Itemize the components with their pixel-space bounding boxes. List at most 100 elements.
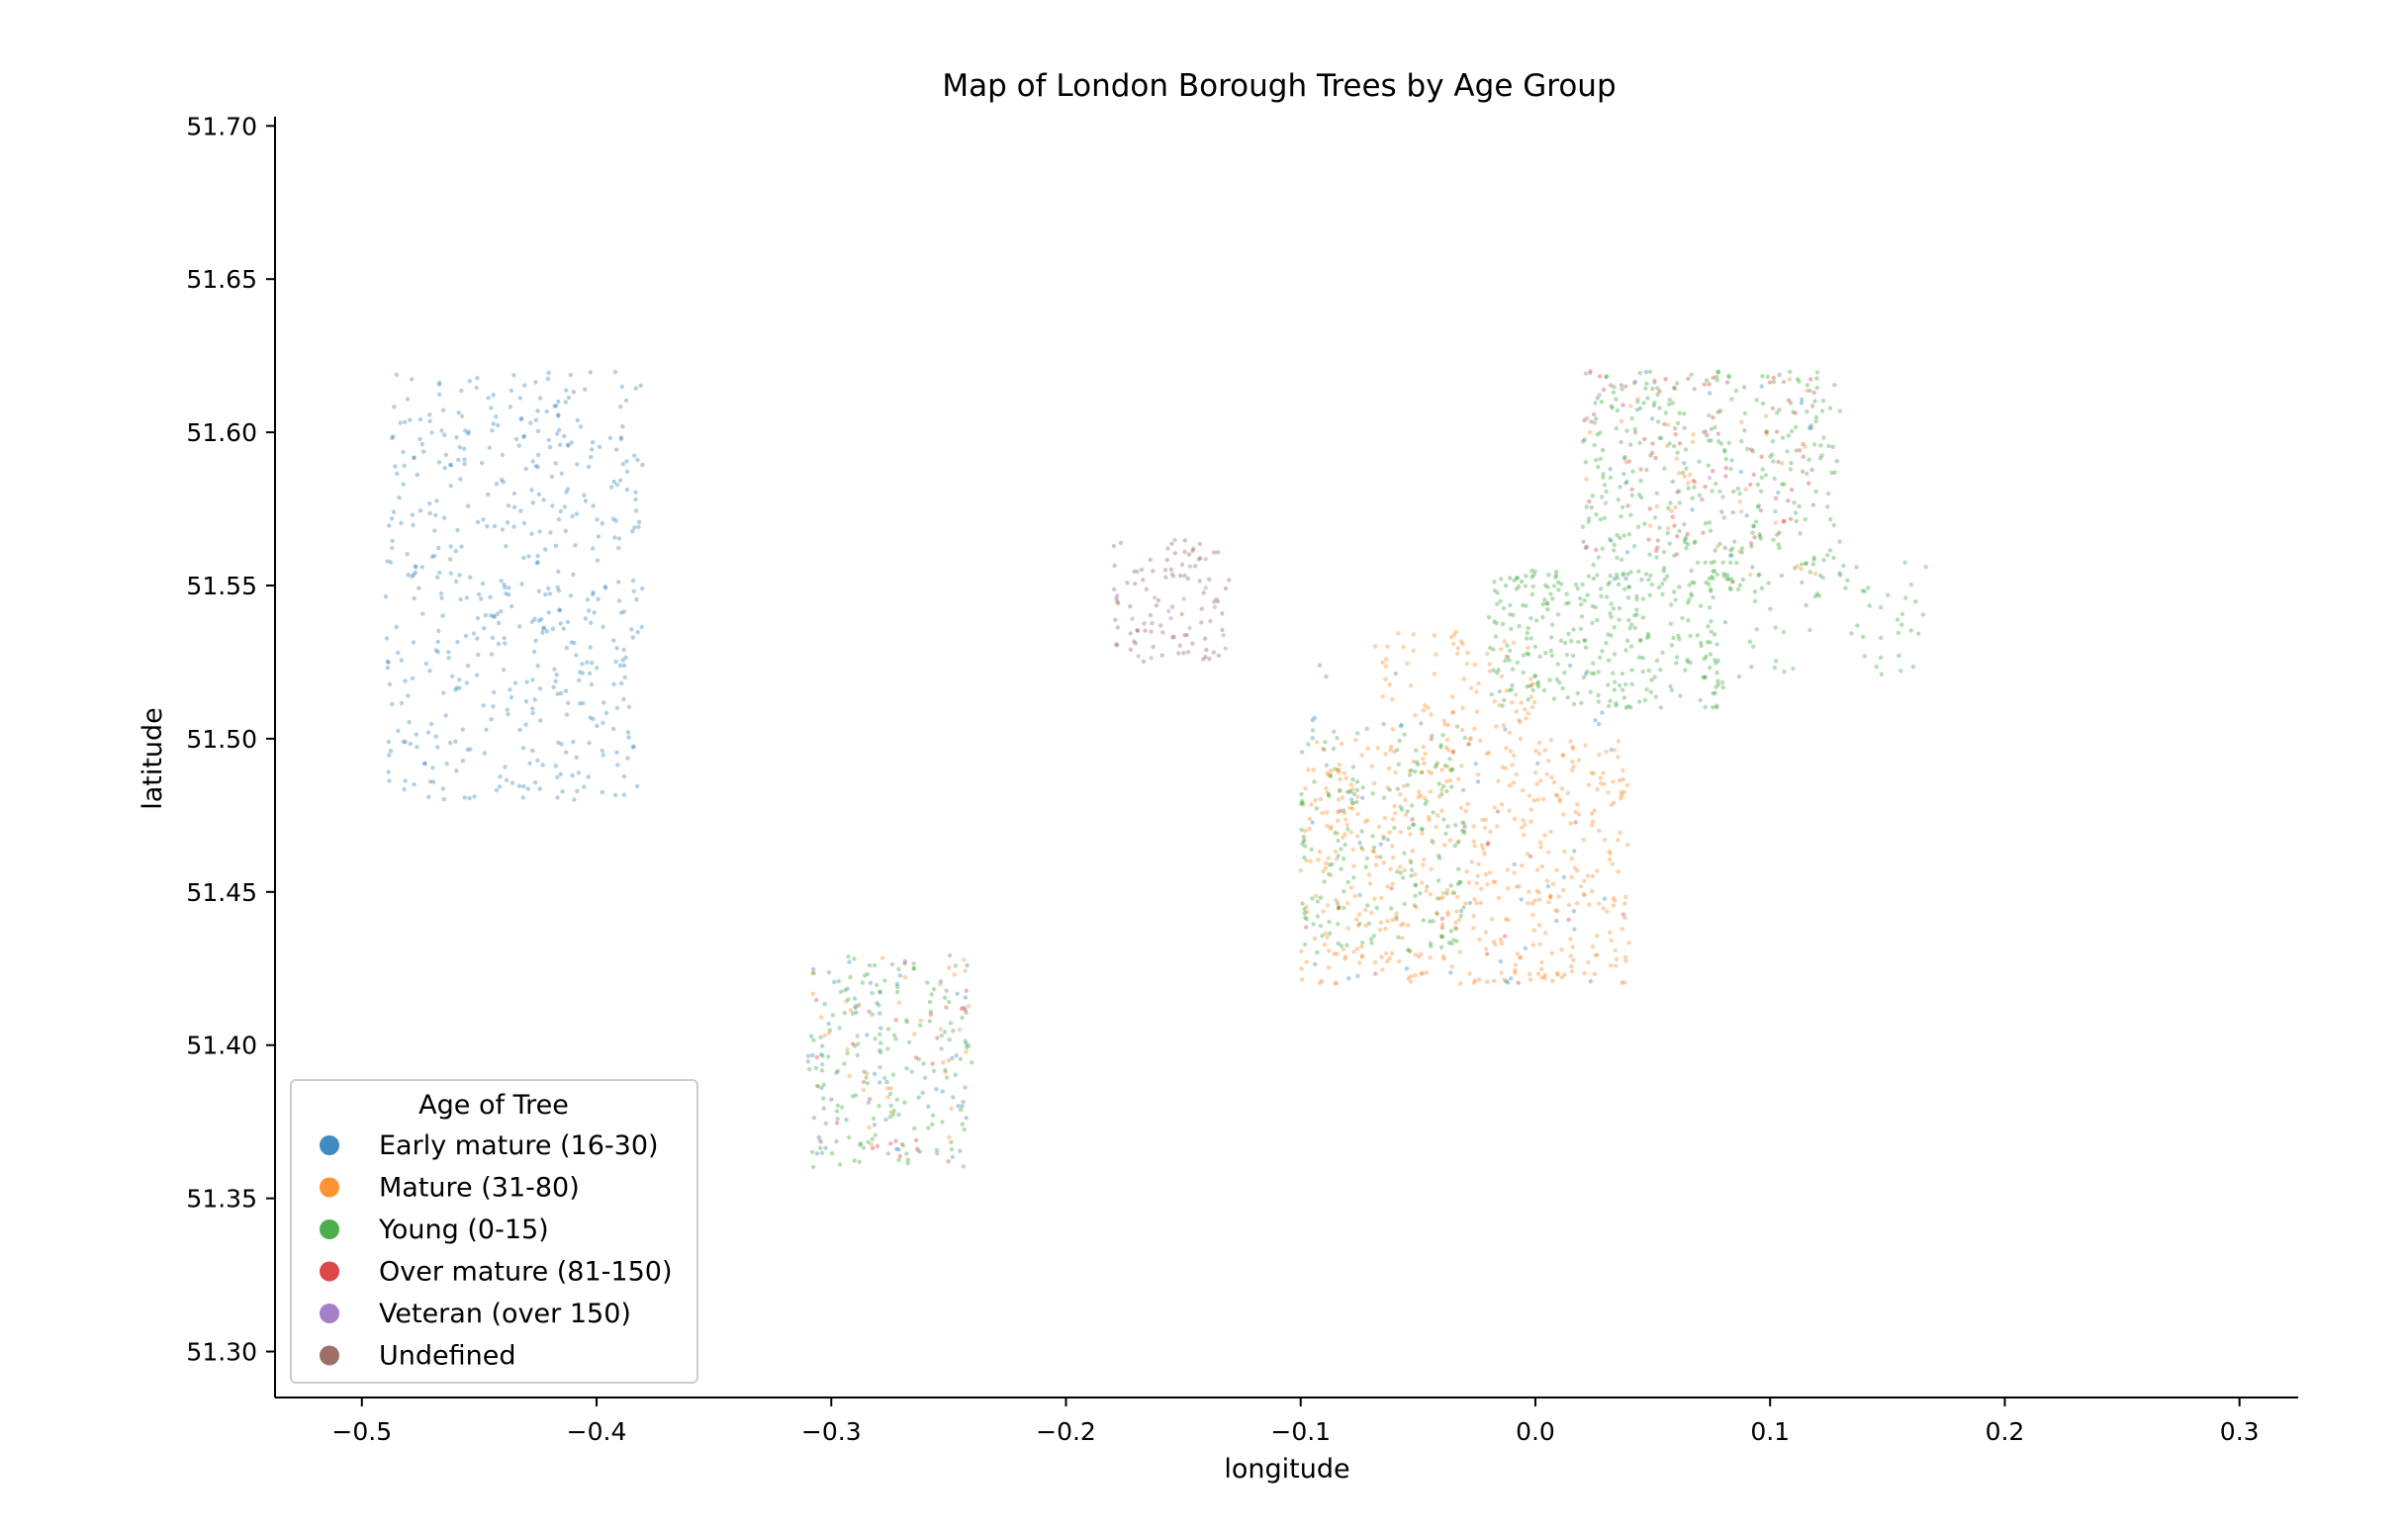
tree-point <box>432 553 437 559</box>
tree-point <box>1342 810 1347 816</box>
tree-point <box>1575 586 1580 591</box>
tree-point <box>1741 385 1747 390</box>
tree-point <box>850 1011 856 1016</box>
tree-point <box>1348 782 1354 787</box>
tree-point <box>1669 602 1674 607</box>
tree-point <box>1548 648 1554 654</box>
tree-point <box>1584 544 1590 550</box>
tree-point <box>1591 661 1596 666</box>
tree-point <box>1527 971 1532 977</box>
tree-point <box>1551 584 1557 588</box>
tree-point <box>516 443 521 448</box>
tree-point <box>394 372 400 378</box>
tree-point <box>958 1056 964 1062</box>
tree-point <box>805 1059 810 1064</box>
tree-point <box>940 1120 945 1125</box>
tree-point <box>821 1106 826 1111</box>
tree-point <box>1435 813 1440 818</box>
tree-point <box>1638 478 1643 484</box>
tree-point <box>413 564 417 569</box>
tree-point <box>1328 772 1334 777</box>
tree-point <box>1612 577 1618 582</box>
tree-point <box>471 631 477 636</box>
tree-point <box>519 582 524 586</box>
tree-point <box>1722 620 1728 625</box>
tree-point <box>1771 380 1777 385</box>
tree-point <box>1529 575 1534 580</box>
tree-point <box>1776 459 1781 465</box>
tree-point <box>1731 539 1737 544</box>
tree-point <box>399 520 404 525</box>
tree-point <box>1491 647 1496 652</box>
tree-point <box>872 1123 878 1127</box>
tree-point <box>582 493 587 497</box>
tree-point <box>911 961 916 966</box>
y-tick-label: 51.30 <box>186 1338 257 1367</box>
tree-point <box>1199 606 1205 611</box>
tree-point <box>921 1061 926 1066</box>
tree-point <box>486 492 491 496</box>
tree-point <box>1908 628 1913 633</box>
tree-point <box>1664 574 1670 579</box>
tree-point <box>441 796 446 802</box>
tree-point <box>1752 598 1758 603</box>
tree-point <box>946 1057 952 1063</box>
tree-point <box>1715 431 1721 436</box>
tree-point <box>1597 393 1602 398</box>
tree-point <box>1133 582 1138 586</box>
tree-point <box>621 647 626 653</box>
tree-point <box>1758 536 1764 541</box>
tree-point <box>930 1113 936 1119</box>
tree-point <box>1668 500 1673 505</box>
tree-point <box>1394 915 1399 920</box>
tree-point <box>502 635 507 641</box>
tree-point <box>1390 881 1395 886</box>
tree-point <box>1442 763 1448 768</box>
tree-point <box>1750 530 1755 535</box>
tree-point <box>529 488 534 493</box>
tree-point <box>1418 891 1423 896</box>
tree-point <box>391 434 396 439</box>
tree-point <box>1623 894 1628 900</box>
tree-point <box>536 588 542 593</box>
tree-point <box>808 1034 814 1039</box>
tree-point <box>530 710 535 716</box>
tree-point <box>433 512 438 518</box>
tree-point <box>1643 386 1648 391</box>
tree-point <box>1496 895 1502 900</box>
tree-point <box>563 528 568 534</box>
tree-point <box>953 1072 958 1077</box>
tree-point <box>1132 639 1137 644</box>
tree-point <box>1453 920 1458 926</box>
tree-point <box>568 593 574 598</box>
tree-point <box>1504 654 1510 659</box>
tree-point <box>1299 791 1304 797</box>
tree-point <box>1612 548 1617 553</box>
tree-point <box>521 434 526 439</box>
tree-point <box>1773 496 1779 500</box>
tree-point <box>1320 810 1325 816</box>
tree-point <box>1383 752 1388 757</box>
tree-point <box>1806 481 1811 486</box>
tree-point <box>447 557 453 562</box>
tree-point <box>1582 638 1587 643</box>
tree-point <box>905 1157 910 1162</box>
tree-point <box>878 1047 882 1053</box>
tree-point <box>1392 803 1397 809</box>
tree-point <box>1505 655 1511 660</box>
tree-point <box>1499 674 1504 678</box>
tree-point <box>1682 537 1688 542</box>
tree-point <box>1620 927 1624 932</box>
tree-point <box>1655 386 1660 391</box>
tree-point <box>1614 700 1619 706</box>
tree-point <box>1420 769 1425 775</box>
tree-point <box>832 979 837 985</box>
tree-point <box>1208 618 1213 624</box>
tree-point <box>507 586 511 590</box>
tree-point <box>1363 923 1368 929</box>
tree-point <box>1410 849 1415 854</box>
tree-point <box>590 447 595 452</box>
tree-point <box>1550 978 1555 983</box>
tree-point <box>931 987 937 992</box>
tree-point <box>539 616 544 622</box>
